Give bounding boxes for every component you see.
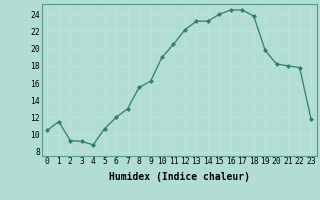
X-axis label: Humidex (Indice chaleur): Humidex (Indice chaleur) (109, 172, 250, 182)
